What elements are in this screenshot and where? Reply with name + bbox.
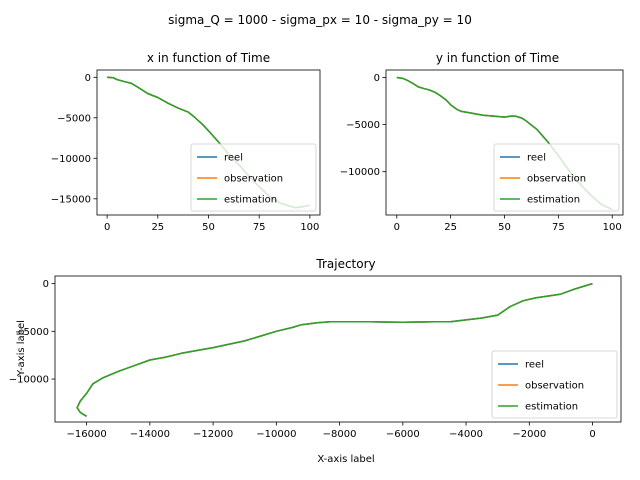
x-time-panel: x in function of Time 0 25 50 75 100 0 −5000 −1… [51, 51, 321, 233]
x-time-ytick-label: −15000 [51, 194, 91, 205]
x-time-ytick-label: −5000 [57, 113, 91, 124]
trajectory-xtick-label: −6000 [386, 429, 420, 440]
y-time-xtick-label: 25 [444, 222, 457, 233]
trajectory-ytick-label: −10000 [9, 375, 49, 386]
x-time-ytick-label: −10000 [51, 154, 91, 165]
trajectory-xtick-label: −4000 [449, 429, 483, 440]
y-time-legend-box [493, 143, 620, 212]
x-time-legend-label-observation: observation [224, 174, 283, 185]
trajectory-xlabel: X-axis label [317, 454, 374, 465]
trajectory-panel: Trajectory −16000 −14000 −12000 −10000 −8000… [9, 257, 622, 465]
trajectory-xtick-label: −8000 [323, 429, 357, 440]
x-time-xtick-label: 50 [202, 222, 215, 233]
x-time-title: x in function of Time [147, 51, 270, 65]
x-time-legend: reel observation estimation [190, 143, 317, 212]
y-time-legend-label-reel: reel [527, 153, 546, 164]
trajectory-xtick-label: −12000 [193, 429, 233, 440]
trajectory-xtick-label: −10000 [256, 429, 296, 440]
trajectory-xtick-label: −2000 [512, 429, 546, 440]
trajectory-legend-label-estimation: estimation [525, 402, 578, 413]
y-time-xtick-label: 75 [552, 222, 565, 233]
trajectory-legend: reel observation estimation [491, 350, 618, 419]
y-time-plot-area: 0 25 50 75 100 0 −5000 −10000 reel observation est… [340, 69, 624, 233]
trajectory-xtick-label: 0 [589, 429, 595, 440]
x-time-legend-label-estimation: estimation [224, 195, 277, 206]
trajectory-ylabel: Y-axis label [16, 320, 27, 377]
y-time-ytick-label: −10000 [340, 167, 380, 178]
trajectory-legend-label-reel: reel [525, 360, 544, 371]
y-time-title: y in function of Time [436, 51, 559, 65]
y-time-ytick-label: −5000 [346, 120, 380, 131]
y-time-xtick-label: 50 [498, 222, 511, 233]
y-time-legend: reel observation estimation [493, 143, 620, 212]
trajectory-series-estimation [76, 282, 593, 417]
y-time-legend-label-estimation: estimation [527, 195, 580, 206]
x-time-xtick-label: 0 [104, 222, 110, 233]
x-time-legend-label-reel: reel [224, 153, 243, 164]
x-time-legend-box [190, 143, 317, 212]
trajectory-axes-frame [54, 275, 622, 423]
trajectory-xtick-label: −14000 [130, 429, 170, 440]
y-time-ytick-label: 0 [374, 73, 380, 84]
trajectory-plot-area: −16000 −14000 −12000 −10000 −8000 −6000 −4000 −… [9, 275, 622, 440]
x-time-ytick-label: 0 [85, 73, 91, 84]
trajectory-title: Trajectory [315, 257, 375, 271]
x-time-xtick-label: 25 [151, 222, 164, 233]
trajectory-legend-label-observation: observation [525, 381, 584, 392]
y-time-legend-label-observation: observation [527, 174, 586, 185]
trajectory-legend-box [491, 350, 618, 419]
figure-suptitle: sigma_Q = 1000 - sigma_px = 10 - sigma_p… [168, 13, 472, 27]
y-time-panel: y in function of Time 0 25 50 75 100 0 −5000 −1… [340, 51, 624, 233]
y-time-xtick-label: 0 [394, 222, 400, 233]
x-time-xtick-label: 75 [253, 222, 266, 233]
trajectory-xtick-label: −16000 [67, 429, 107, 440]
trajectory-ytick-label: 0 [43, 279, 49, 290]
y-time-xtick-label: 100 [603, 222, 622, 233]
x-time-plot-area: 0 25 50 75 100 0 −5000 −10000 −15000 reel observat… [51, 69, 321, 233]
x-time-xtick-label: 100 [300, 222, 319, 233]
trajectory-ytick-label: −5000 [15, 327, 49, 338]
